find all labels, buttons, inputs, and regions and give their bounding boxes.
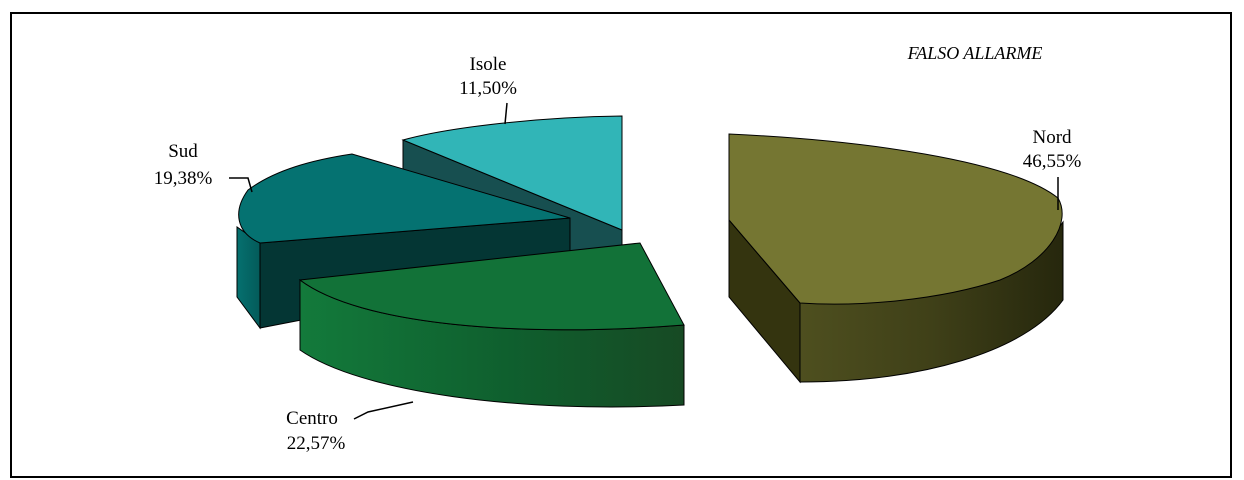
label-isole-value: 11,50%	[459, 78, 517, 99]
label-centro-name: Centro	[286, 408, 338, 429]
slice-isole-top	[401, 115, 623, 231]
slice-sud-top	[238, 153, 571, 244]
leader-line-centro	[353, 401, 414, 420]
label-sud-name: Sud	[168, 141, 198, 162]
leader-line-isole	[504, 102, 508, 125]
slice-centro-top	[298, 242, 685, 331]
label-centro-value: 22,57%	[287, 433, 346, 454]
chart-title: FALSO ALLARME	[907, 43, 1043, 63]
label-sud-value: 19,38%	[154, 168, 213, 189]
slice-sud-outer-side	[236, 226, 261, 330]
leader-line-sud	[229, 177, 253, 193]
slice-nord-top	[728, 133, 1063, 305]
label-nord-value: 46,55%	[1023, 151, 1082, 172]
slice-nord	[728, 133, 1064, 384]
label-nord-name: Nord	[1032, 127, 1072, 148]
slice-centro	[298, 242, 685, 408]
label-isole-name: Isole	[470, 54, 507, 75]
